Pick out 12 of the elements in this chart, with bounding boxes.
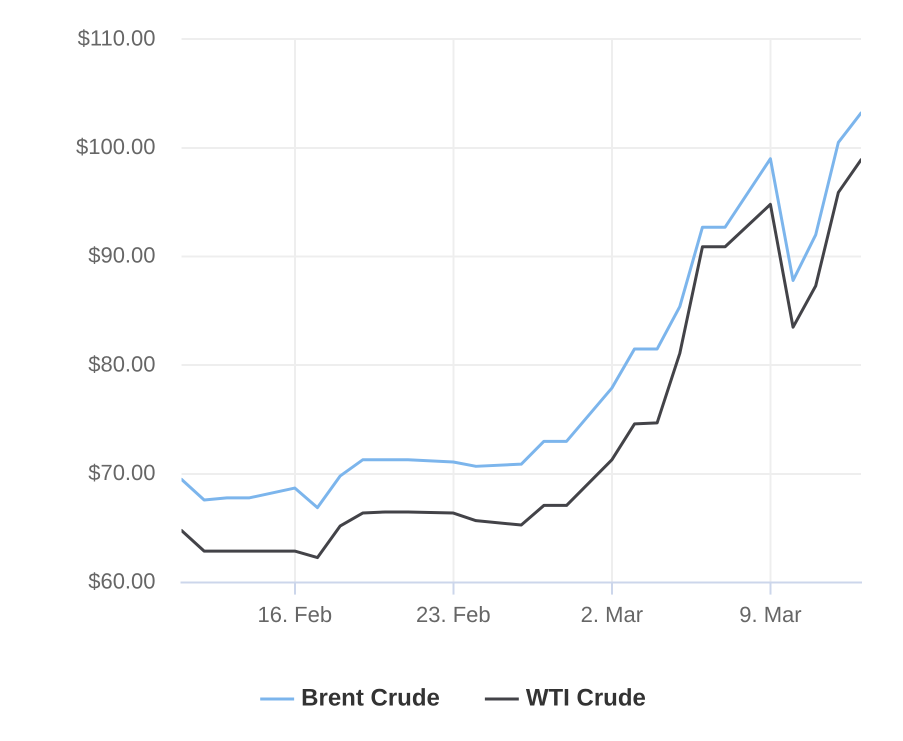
legend-label: Brent Crude [301,684,440,712]
y-tick-label: $70.00 [88,460,156,485]
y-tick-label: $100.00 [76,134,156,159]
x-tick-label: 23. Feb [416,602,491,627]
y-tick-label: $110.00 [78,25,156,50]
x-tick-label: 16. Feb [257,602,332,627]
y-tick-label: $90.00 [88,242,156,268]
y-tick-label: $60.00 [88,568,156,594]
x-tick-label: 9. Mar [739,602,802,627]
x-tick-label: 2. Mar [580,602,644,627]
y-tick-label: $80.00 [88,351,156,376]
legend-label: WTI Crude [526,684,646,712]
